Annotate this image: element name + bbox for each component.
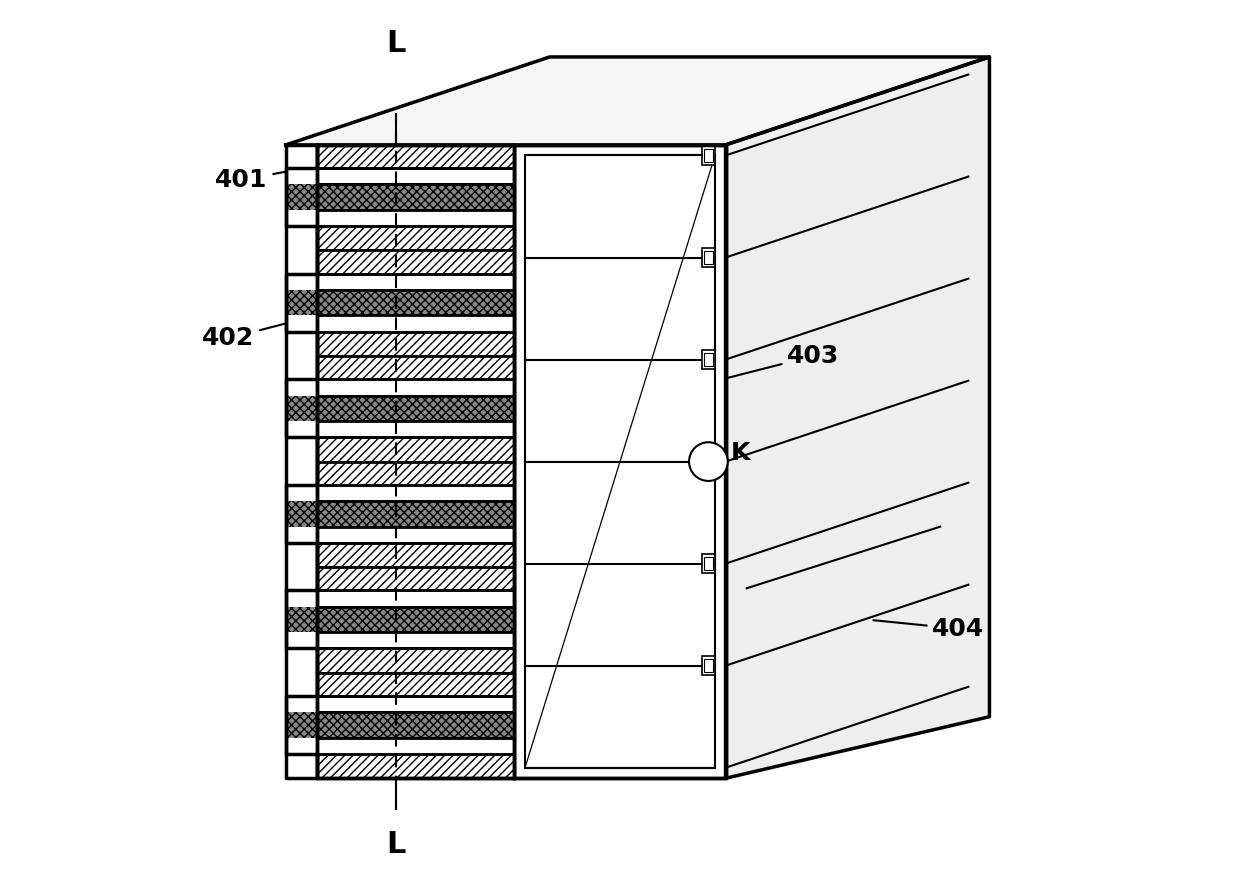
Bar: [285, 315, 316, 332]
Bar: [702, 452, 715, 472]
Bar: [316, 501, 515, 527]
Text: 401: 401: [216, 157, 362, 192]
Bar: [316, 226, 515, 250]
Bar: [525, 155, 715, 768]
Polygon shape: [285, 57, 990, 145]
Bar: [285, 421, 316, 437]
Bar: [316, 185, 515, 210]
Text: L: L: [386, 29, 405, 59]
Bar: [316, 648, 515, 673]
Bar: [316, 485, 515, 543]
Bar: [316, 696, 515, 754]
Bar: [316, 356, 515, 379]
Bar: [285, 607, 316, 632]
Bar: [316, 274, 515, 290]
Bar: [316, 145, 515, 778]
Bar: [316, 250, 515, 274]
Bar: [702, 656, 715, 676]
Polygon shape: [285, 145, 725, 778]
Bar: [515, 145, 725, 778]
Bar: [316, 379, 515, 395]
Bar: [285, 379, 316, 437]
Bar: [285, 274, 316, 290]
Bar: [316, 696, 515, 712]
Bar: [316, 591, 515, 607]
Bar: [316, 145, 515, 778]
Bar: [702, 146, 715, 165]
Text: 403: 403: [701, 344, 839, 385]
Bar: [285, 168, 316, 185]
Bar: [285, 485, 316, 543]
Bar: [285, 290, 316, 315]
Bar: [285, 591, 316, 607]
Bar: [704, 455, 713, 468]
Bar: [316, 315, 515, 332]
Bar: [285, 591, 316, 648]
Bar: [316, 591, 515, 648]
Bar: [285, 696, 316, 712]
Bar: [316, 379, 515, 437]
Bar: [316, 754, 515, 778]
Bar: [285, 527, 316, 543]
Bar: [316, 567, 515, 591]
Bar: [704, 557, 713, 570]
Bar: [316, 607, 515, 632]
Bar: [285, 501, 316, 527]
Bar: [316, 210, 515, 226]
Bar: [702, 248, 715, 267]
Bar: [285, 185, 316, 210]
Bar: [285, 712, 316, 738]
Bar: [704, 148, 713, 163]
Text: K: K: [730, 440, 750, 464]
Bar: [316, 632, 515, 648]
Bar: [285, 379, 316, 395]
Bar: [316, 168, 515, 226]
Bar: [702, 554, 715, 574]
Bar: [316, 145, 515, 168]
Circle shape: [689, 442, 728, 481]
Bar: [704, 250, 713, 265]
Bar: [316, 290, 515, 315]
Bar: [285, 395, 316, 421]
Bar: [316, 332, 515, 356]
Text: L: L: [386, 829, 405, 859]
Text: 404: 404: [873, 617, 985, 641]
Bar: [702, 350, 715, 369]
Polygon shape: [725, 57, 990, 778]
Bar: [316, 738, 515, 754]
Bar: [316, 168, 515, 185]
Bar: [316, 274, 515, 332]
Bar: [285, 210, 316, 226]
Text: 402: 402: [202, 309, 340, 351]
Bar: [316, 462, 515, 485]
Bar: [285, 168, 316, 226]
Bar: [704, 353, 713, 367]
Bar: [316, 421, 515, 437]
Bar: [285, 632, 316, 648]
Bar: [316, 527, 515, 543]
Bar: [285, 274, 316, 332]
Bar: [285, 738, 316, 754]
Bar: [316, 543, 515, 567]
Bar: [316, 395, 515, 421]
Polygon shape: [285, 145, 316, 778]
Bar: [316, 485, 515, 501]
Bar: [704, 659, 713, 672]
Bar: [285, 485, 316, 501]
Bar: [316, 437, 515, 462]
Bar: [316, 673, 515, 696]
Bar: [316, 712, 515, 738]
Bar: [285, 696, 316, 754]
